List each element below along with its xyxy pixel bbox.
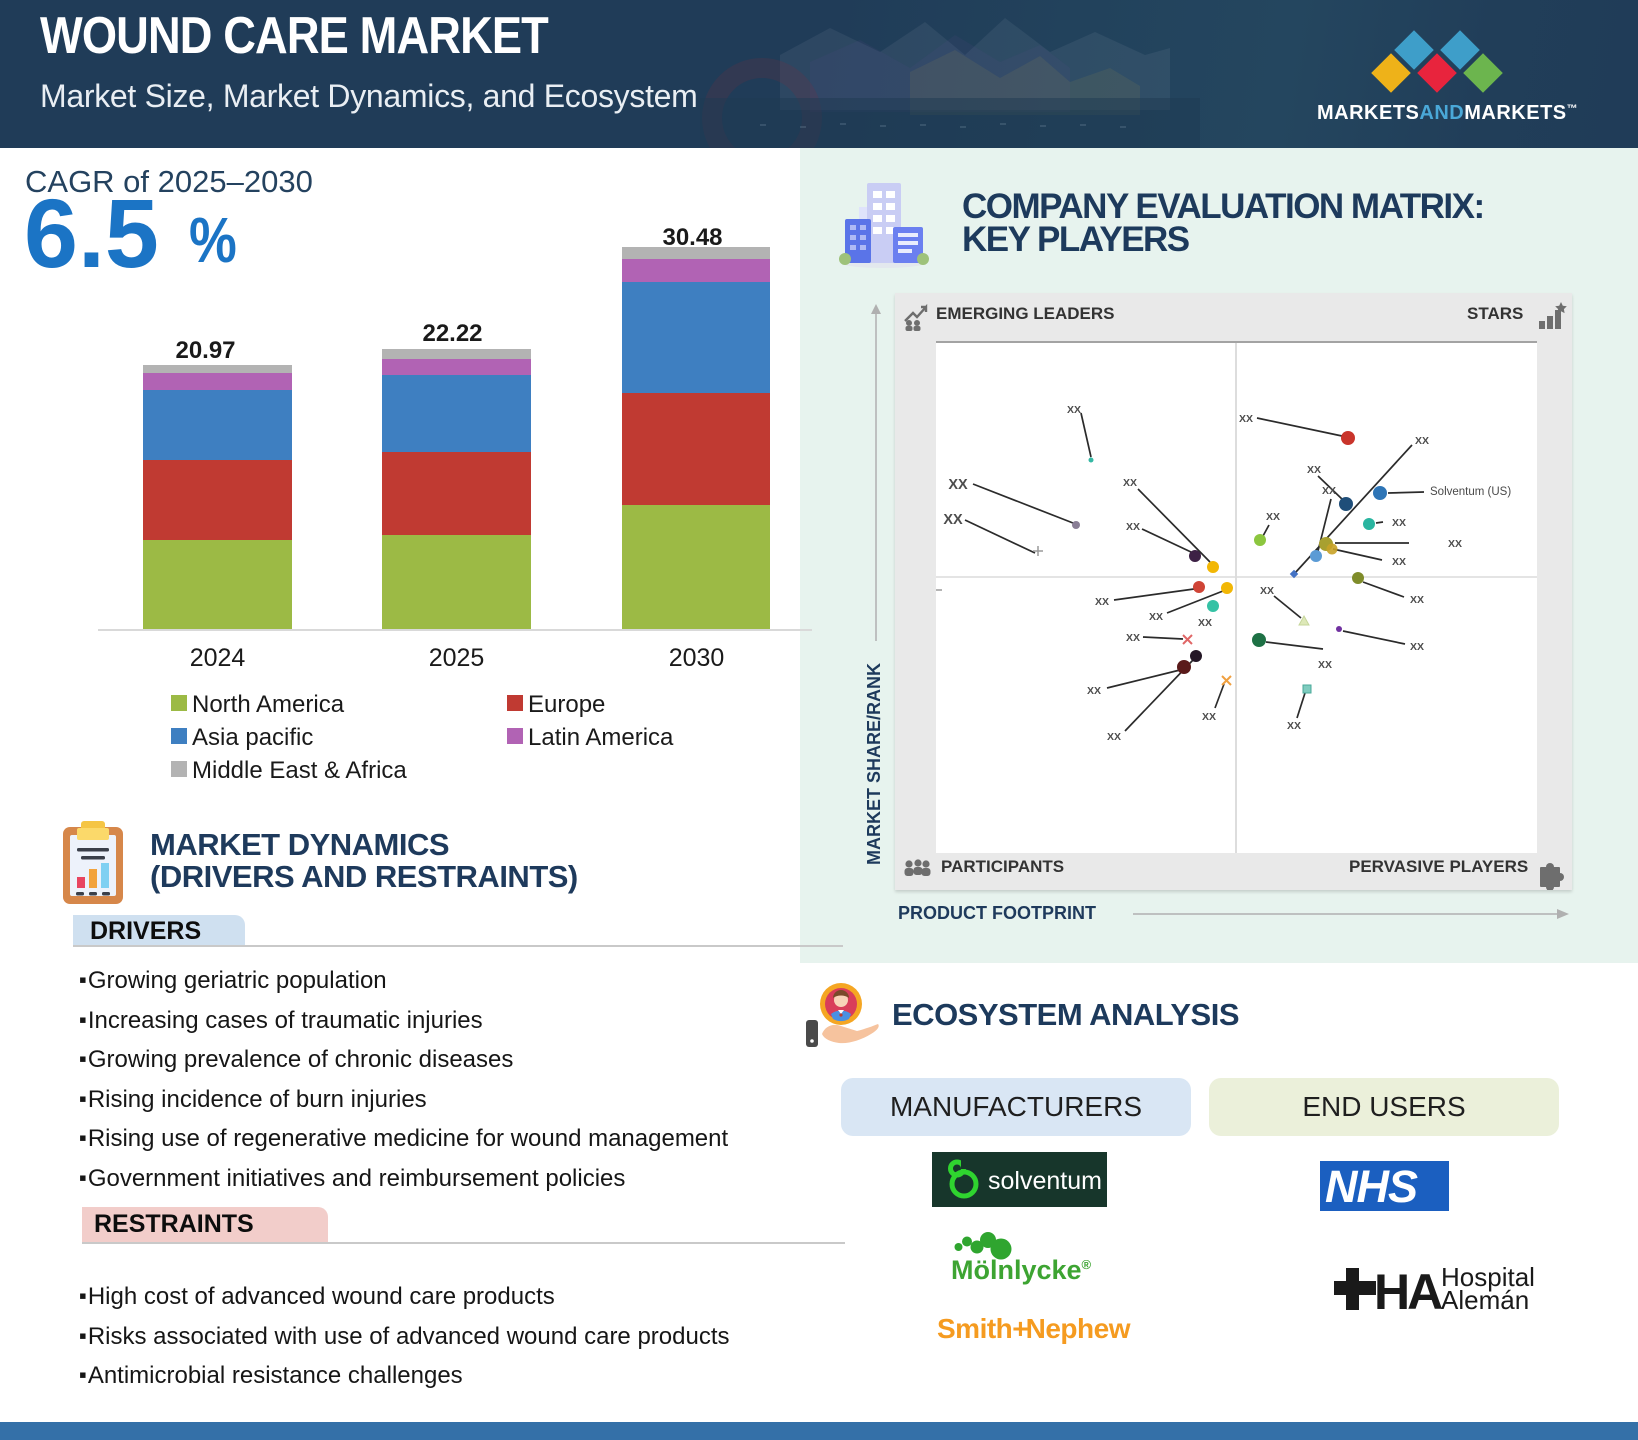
- svg-text:HA: HA: [1374, 1264, 1442, 1312]
- svg-text:XX: XX: [1448, 538, 1462, 550]
- svg-text:XX: XX: [1126, 521, 1140, 533]
- svg-text:XX: XX: [1198, 617, 1212, 629]
- svg-text:Hospital: Hospital: [1441, 1262, 1535, 1292]
- svg-text:XX: XX: [1126, 632, 1140, 644]
- svg-text:XX: XX: [1095, 596, 1109, 608]
- svg-text:XX: XX: [1415, 435, 1429, 447]
- svg-text:XX: XX: [1107, 731, 1121, 743]
- svg-text:Alemán: Alemán: [1441, 1285, 1529, 1312]
- svg-text:XX: XX: [948, 477, 968, 493]
- svg-text:MARKETSANDMARKETS™: MARKETSANDMARKETS™: [1317, 102, 1578, 124]
- svg-text:XX: XX: [1307, 464, 1321, 476]
- svg-text:XX: XX: [1266, 511, 1280, 523]
- svg-text:XX: XX: [1239, 413, 1253, 425]
- svg-text:XX: XX: [1287, 720, 1301, 732]
- svg-text:Mölnlycke®: Mölnlycke®: [951, 1255, 1092, 1285]
- svg-text:XX: XX: [1318, 659, 1332, 671]
- svg-text:XX: XX: [1087, 685, 1101, 697]
- svg-text:XX: XX: [1410, 641, 1424, 653]
- svg-text:XX: XX: [1392, 556, 1406, 568]
- svg-text:XX: XX: [1067, 404, 1081, 416]
- svg-text:XX: XX: [1149, 611, 1163, 623]
- svg-text:Solventum (US): Solventum (US): [1430, 486, 1511, 498]
- svg-text:XX: XX: [1202, 711, 1216, 723]
- svg-text:XX: XX: [943, 512, 963, 528]
- svg-text:XX: XX: [1322, 485, 1336, 497]
- svg-text:XX: XX: [1123, 477, 1137, 489]
- svg-text:XX: XX: [1260, 585, 1274, 597]
- svg-text:XX: XX: [1392, 517, 1406, 529]
- svg-text:XX: XX: [1410, 594, 1424, 606]
